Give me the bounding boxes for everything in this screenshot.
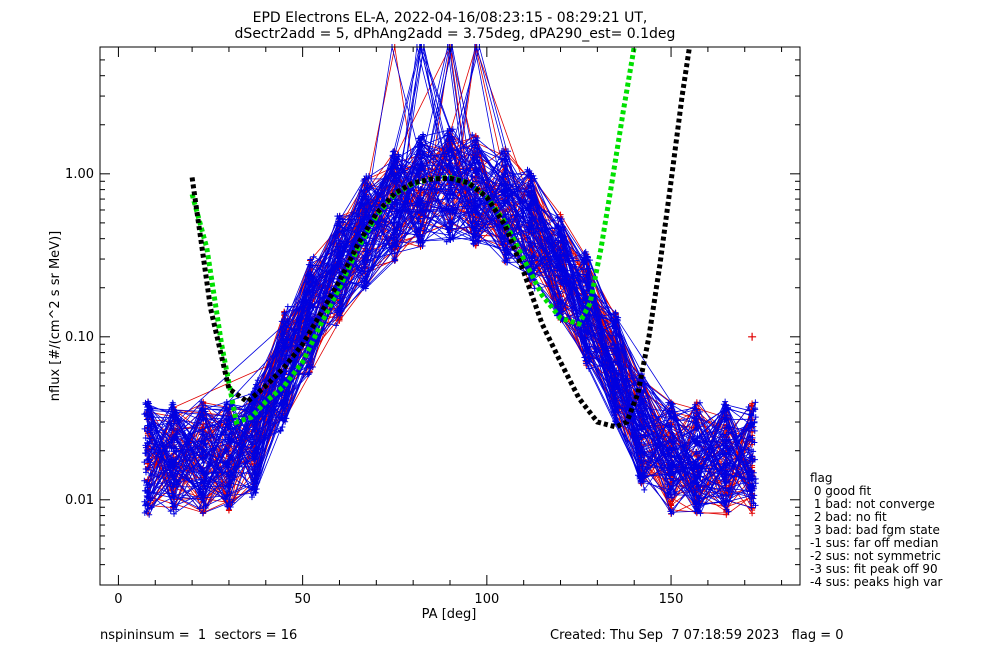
y-tick-label: 1.00: [65, 167, 94, 182]
legend-entry: 1 bad: not converge: [810, 497, 935, 511]
chart-subtitle: dSectr2add = 5, dPhAng2add = 3.75deg, dP…: [235, 26, 676, 42]
legend-entry: 2 bad: no fit: [810, 510, 887, 524]
x-tick-label: 0: [114, 592, 122, 607]
y-tick-label: 0.10: [65, 330, 94, 345]
blue-series-line: [143, 46, 724, 491]
legend-entry: -2 sus: not symmetric: [810, 549, 941, 563]
legend-entry: 0 good fit: [810, 484, 872, 498]
blue-series-line-markers: [145, 146, 756, 517]
x-tick-label: 150: [659, 592, 684, 607]
legend-entry: -3 sus: fit peak off 90: [810, 562, 938, 576]
blue-series-line-markers: [144, 125, 755, 517]
legend-entry: -1 sus: far off median: [810, 536, 938, 550]
fit-curves-layer: [189, 46, 692, 430]
legend-entry: 3 bad: bad fgm state: [810, 523, 940, 537]
black-fit-curve: [189, 46, 692, 430]
data-lines-layer: [141, 44, 759, 518]
legend-title: flag: [810, 471, 833, 485]
blue-series-line: [171, 130, 750, 503]
blue-series-line-markers: [148, 148, 759, 517]
blue-series-line-markers: [144, 160, 729, 501]
blue-series-line: [146, 137, 752, 475]
blue-series-line: [149, 192, 755, 480]
footer-left: nspininsum = 1 sectors = 16: [100, 628, 297, 643]
chart-title: EPD Electrons EL-A, 2022-04-16/08:23:15 …: [253, 10, 648, 26]
y-axis-label: nflux [#/(cm^2 s sr MeV)]: [48, 231, 63, 401]
axis-ticks-layer: 0 50 100 150 0.01 0.10 1.00: [65, 46, 800, 607]
legend-entry: -4 sus: peaks high var: [810, 575, 943, 589]
x-tick-label: 100: [474, 592, 499, 607]
footer-right: Created: Thu Sep 7 07:18:59 2023 flag = …: [550, 628, 844, 643]
x-tick-label: 50: [294, 592, 311, 607]
legend: flag 0 good fit 1 bad: not converge 2 ba…: [810, 471, 943, 589]
blue-series-line: [147, 137, 728, 515]
y-tick-label: 0.01: [65, 493, 94, 508]
outlier-point: [748, 332, 757, 341]
x-axis-label: PA [deg]: [422, 607, 477, 622]
